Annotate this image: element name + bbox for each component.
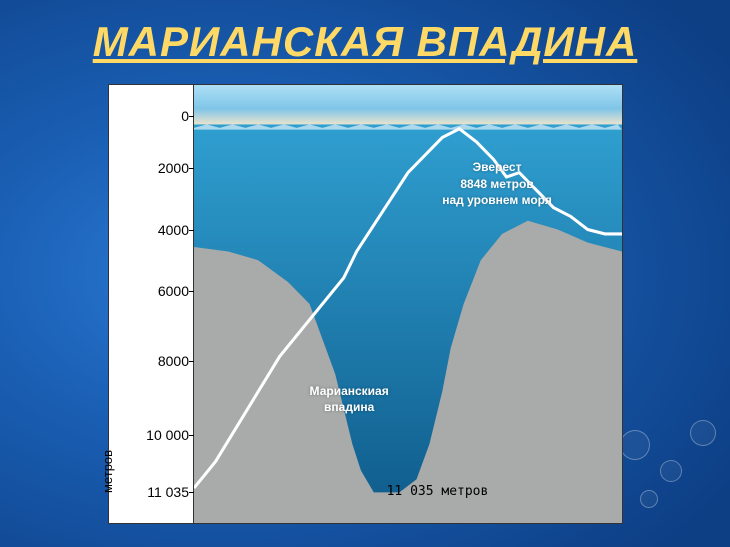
- bubble-decoration: [690, 420, 716, 446]
- axis-tick: 0: [119, 108, 189, 124]
- axis-tick: 2000: [119, 160, 189, 176]
- page-title: МАРИАНСКАЯ ВПАДИНА: [0, 18, 730, 66]
- diagram-plot: Эверест8848 метровнад уровнем моря Мариа…: [194, 85, 622, 523]
- axis-tick: 6000: [119, 283, 189, 299]
- axis-tick: 10 000: [119, 427, 189, 443]
- axis-tick: 11 035: [119, 484, 189, 500]
- y-axis-panel: метров 0200040006000800010 00011 035: [109, 85, 194, 523]
- max-depth-label: 11 035 метров: [387, 484, 489, 499]
- everest-label: Эверест8848 метровнад уровнем моря: [442, 159, 552, 208]
- bubble-decoration: [660, 460, 682, 482]
- trench-label: Марианскиаявпадина: [310, 383, 389, 415]
- diagram-container: метров 0200040006000800010 00011 035: [108, 84, 623, 524]
- sky-region: [194, 85, 622, 124]
- axis-label: метров: [100, 450, 115, 493]
- bubble-decoration: [620, 430, 650, 460]
- axis-tick: 4000: [119, 222, 189, 238]
- axis-tick: 8000: [119, 353, 189, 369]
- bubble-decoration: [640, 490, 658, 508]
